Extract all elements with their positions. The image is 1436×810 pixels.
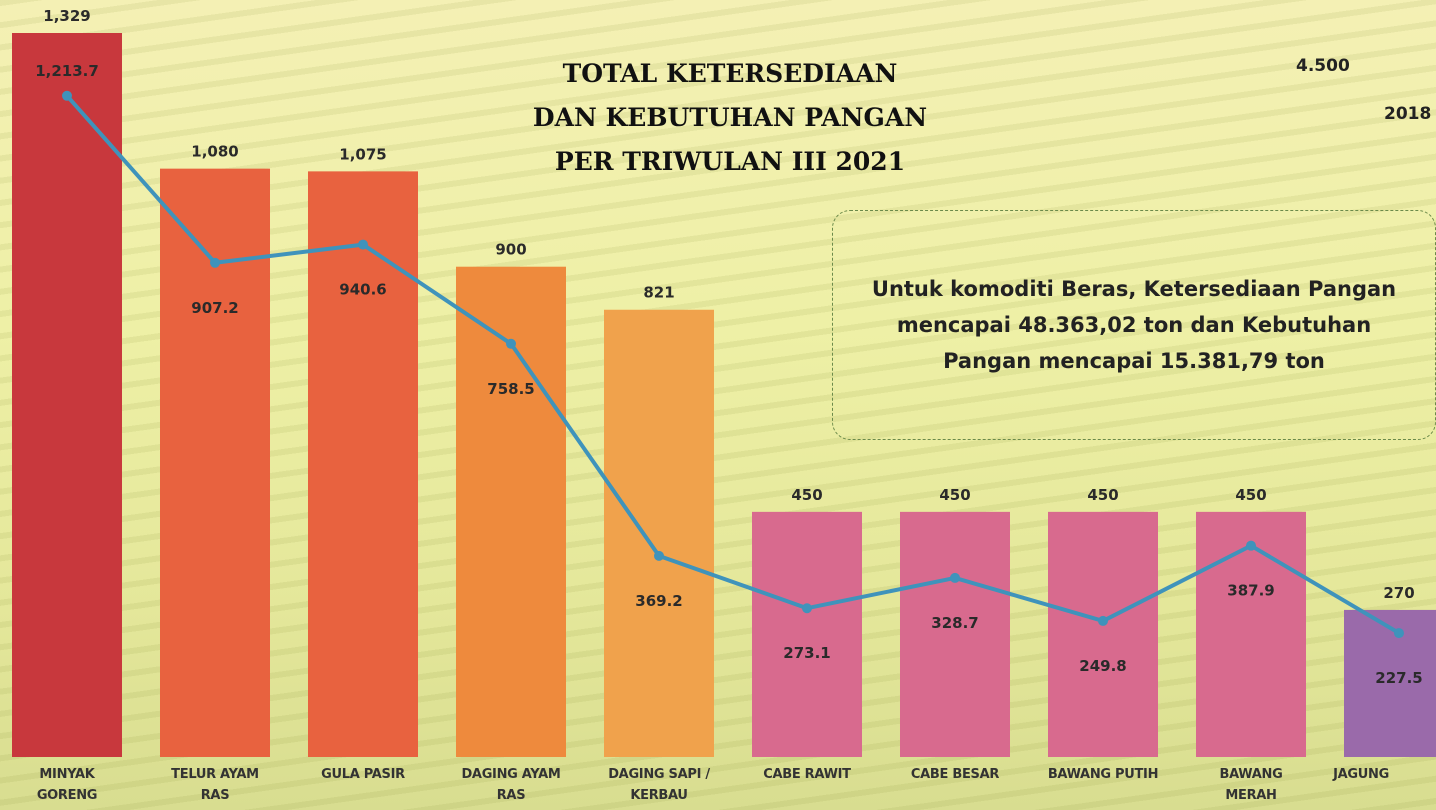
chart-title: TOTAL KETERSEDIAAN DAN KEBUTUHAN PANGAN … <box>532 59 928 176</box>
line-point <box>62 90 72 101</box>
bar <box>308 171 418 757</box>
bar-value-label: 1,080 <box>191 143 238 161</box>
line-point <box>1246 540 1256 551</box>
bar <box>900 511 1010 757</box>
line-value-label: 249.8 <box>1079 657 1126 675</box>
bar-value-label: 1,075 <box>339 145 386 163</box>
bar <box>1344 609 1436 757</box>
line-value-label: 940.6 <box>339 281 386 299</box>
bar-value-label: 821 <box>643 284 674 302</box>
bar <box>1048 511 1158 757</box>
line-point <box>950 572 960 583</box>
line-value-label: 227.5 <box>1375 669 1422 687</box>
bar <box>604 309 714 757</box>
bar <box>12 33 122 757</box>
bar-value-label: 450 <box>1235 486 1266 504</box>
bar-value-label: 450 <box>939 486 970 504</box>
bar-value-label: 450 <box>791 486 822 504</box>
annotation: 4.500 <box>1296 56 1350 76</box>
x-tick-label: GULA PASIR <box>321 767 405 782</box>
bar-value-label: 450 <box>1087 486 1118 504</box>
bar-value-label: 1,329 <box>43 7 90 25</box>
x-tick-label: DAGING SAPI / KERBAU <box>608 767 710 803</box>
line-value-label: 907.2 <box>191 299 238 317</box>
annotation: 2018 <box>1384 104 1432 124</box>
line-value-label: 387.9 <box>1227 582 1274 600</box>
x-tick-label: BAWANG PUTIH <box>1047 767 1159 782</box>
x-tick-label: JAGUNG <box>1333 767 1389 782</box>
line <box>65 94 1401 635</box>
bar <box>1196 511 1306 757</box>
x-tick-label: BAWANG MERAH <box>1219 767 1283 803</box>
line-value-label: 369.2 <box>635 592 682 610</box>
line-point <box>506 338 516 349</box>
bar-value-label: 270 <box>1383 584 1414 602</box>
x-tick-label: CABE BESAR <box>910 767 1000 782</box>
x-tick-label: MINYAK GORENG <box>36 767 98 803</box>
x-tick-label: DAGING AYAM RAS <box>461 767 561 803</box>
line-point <box>802 603 812 614</box>
bar <box>752 511 862 757</box>
bar-value-label: 900 <box>495 241 526 259</box>
note-box: Untuk komoditi Beras, Ketersediaan Panga… <box>832 210 1436 440</box>
line-value-label: 273.1 <box>783 644 830 662</box>
line-value-label: 328.7 <box>931 614 978 632</box>
line-point <box>358 239 368 250</box>
line-point <box>1098 615 1108 626</box>
line-point <box>210 257 220 268</box>
line-point <box>1394 628 1404 639</box>
line-point <box>654 550 664 561</box>
line-value-label: 758.5 <box>487 380 534 398</box>
line-value-label: 1,213.7 <box>35 62 99 80</box>
x-tick-label: CABE RAWIT <box>763 767 851 782</box>
x-tick-label: TELUR AYAM RAS <box>171 767 259 803</box>
